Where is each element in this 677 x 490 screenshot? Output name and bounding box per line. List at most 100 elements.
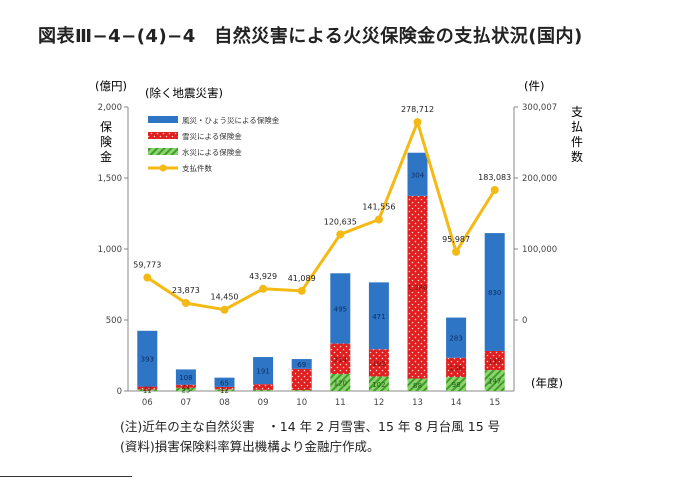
left-tick-label: 1,500 xyxy=(98,174,122,184)
x-tick-label: 09 xyxy=(258,398,269,408)
bar-segment xyxy=(330,373,351,391)
bar-segment xyxy=(137,386,158,390)
bar-segment xyxy=(291,359,312,369)
bar-segment xyxy=(407,195,428,379)
bar-data-label: 21 xyxy=(181,383,190,391)
bar-segment xyxy=(175,384,196,388)
note-source: (資料)損害保険料率算出機構より金融庁作成。 xyxy=(120,439,380,454)
x-tick-label: 10 xyxy=(296,398,307,408)
bar-data-label: 88 xyxy=(413,382,422,390)
right-axis-unit: (件) xyxy=(524,79,544,93)
bar-data-label: 102 xyxy=(372,381,385,389)
left-axis-title-char: 保 xyxy=(100,120,112,134)
bar-data-label: 65 xyxy=(220,379,229,387)
count-data-label: 23,873 xyxy=(172,286,200,295)
count-point xyxy=(259,284,268,293)
bar-data-label: 393 xyxy=(141,356,154,364)
bar-data-label: 136 xyxy=(449,364,463,372)
bar-segment xyxy=(368,282,389,350)
footnote-divider xyxy=(0,476,132,477)
bar-data-label: 495 xyxy=(334,305,347,313)
bar-data-label: 192 xyxy=(372,360,385,368)
bar-data-label: 830 xyxy=(488,289,501,297)
bar-data-label: 304 xyxy=(411,171,425,179)
bar-segment xyxy=(368,376,389,391)
left-tick-label: 2,000 xyxy=(98,103,122,113)
left-tick-label: 0 xyxy=(117,387,122,397)
bar-data-label: 20 xyxy=(143,385,152,393)
legend-label: 水災による保険金 xyxy=(182,147,242,157)
count-point xyxy=(374,215,383,224)
bar-data-label: 283 xyxy=(449,335,462,343)
x-tick-label: 08 xyxy=(219,398,230,408)
left-axis-title-char: 金 xyxy=(100,149,112,164)
right-tick-label: 200,000 xyxy=(522,174,557,184)
count-data-label: 14,450 xyxy=(211,293,239,302)
left-tick-label: 500 xyxy=(106,316,122,326)
bar-segment xyxy=(137,389,158,391)
bar-data-label: 17 xyxy=(220,385,229,393)
count-point xyxy=(336,230,345,239)
count-data-label: 43,929 xyxy=(249,272,277,281)
legend-swatch xyxy=(148,116,178,123)
bar-segment xyxy=(330,343,351,374)
bar-segment xyxy=(484,350,505,371)
count-line xyxy=(146,117,496,312)
right-axis-title-char: 払 xyxy=(571,120,583,134)
note-major-disasters: (注)近年の主な自然災害 ・14 年 2 月雪害、15 年 8 月台風 15 号 xyxy=(120,419,501,434)
legend-label: 支払件数 xyxy=(182,163,212,173)
x-tick-label: 15 xyxy=(489,398,500,408)
bar-segment xyxy=(175,387,196,391)
bar-segment xyxy=(175,369,196,385)
legend-swatch xyxy=(148,132,178,139)
count-point xyxy=(297,286,306,295)
bar-data-label: 11 xyxy=(143,387,152,395)
x-tick-label: 12 xyxy=(373,398,384,408)
bar-segment xyxy=(484,233,505,351)
count-point xyxy=(452,247,461,256)
count-data-label: 59,773 xyxy=(133,261,161,270)
bar-segment xyxy=(407,152,428,196)
bar-segment xyxy=(253,357,274,385)
bar-data-label: 23 xyxy=(181,386,190,394)
bar-segment xyxy=(137,330,158,387)
bar-data-label: 69 xyxy=(297,361,306,369)
bar-segment xyxy=(253,389,274,391)
count-point xyxy=(220,305,229,314)
count-data-label: 278,712 xyxy=(401,105,434,114)
page-title: 図表Ⅲ−4−(4)−4 自然災害による火災保険金の支払状況(国内) xyxy=(38,26,583,47)
x-tick-label: 13 xyxy=(412,398,423,408)
count-data-label: 141,556 xyxy=(362,202,395,211)
count-data-label: 41,089 xyxy=(288,274,316,283)
right-tick-label: 0 xyxy=(522,316,527,326)
bar-segment xyxy=(446,357,467,378)
right-tick-label: 100,000 xyxy=(522,245,557,255)
bar-segment xyxy=(214,386,235,390)
bar-segment xyxy=(291,368,312,391)
left-axis-title: 保険金 xyxy=(100,120,112,164)
legend-label: 雪災による保険金 xyxy=(182,131,242,141)
bar-segment xyxy=(330,273,351,344)
right-tick-label: 300,007 xyxy=(522,103,557,113)
bar-data-label: 12 xyxy=(220,387,229,395)
bar-data-label: 1,286 xyxy=(407,284,428,292)
bar-segment xyxy=(446,377,467,391)
x-axis-unit: (年度) xyxy=(531,376,563,390)
bar-segment xyxy=(446,317,467,358)
bar-segment xyxy=(407,378,428,391)
bar-segment xyxy=(253,384,274,390)
count-data-label: 183,083 xyxy=(478,173,511,182)
legend-swatch xyxy=(148,148,178,155)
right-axis-title-char: 支 xyxy=(571,105,583,119)
count-point xyxy=(181,299,190,308)
bar-data-label: 471 xyxy=(372,313,385,321)
chart-subtitle: (除く地震災害) xyxy=(145,86,223,100)
bar-segment xyxy=(368,349,389,377)
bar-segment xyxy=(214,389,235,391)
count-point xyxy=(143,273,152,282)
right-axis-title: 支払件数 xyxy=(571,105,583,164)
left-tick-label: 1,000 xyxy=(98,245,122,255)
